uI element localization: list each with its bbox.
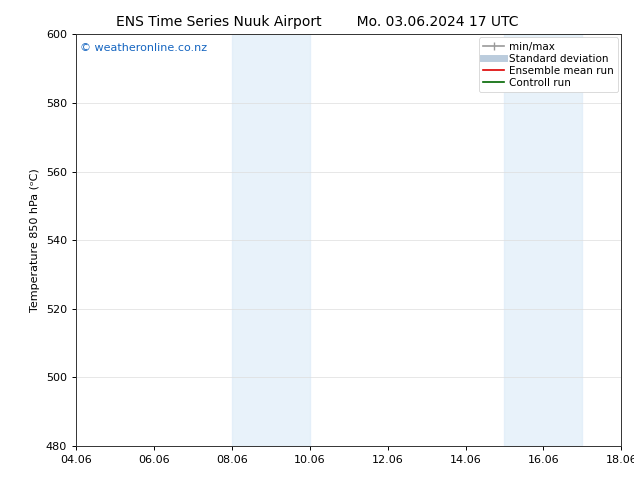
Text: © weatheronline.co.nz: © weatheronline.co.nz bbox=[80, 43, 207, 53]
Bar bbox=[232, 34, 310, 446]
Text: ENS Time Series Nuuk Airport        Mo. 03.06.2024 17 UTC: ENS Time Series Nuuk Airport Mo. 03.06.2… bbox=[116, 15, 518, 29]
Bar bbox=[505, 34, 583, 446]
Y-axis label: Temperature 850 hPa (ᵒC): Temperature 850 hPa (ᵒC) bbox=[30, 168, 40, 312]
Legend: min/max, Standard deviation, Ensemble mean run, Controll run: min/max, Standard deviation, Ensemble me… bbox=[479, 37, 618, 92]
